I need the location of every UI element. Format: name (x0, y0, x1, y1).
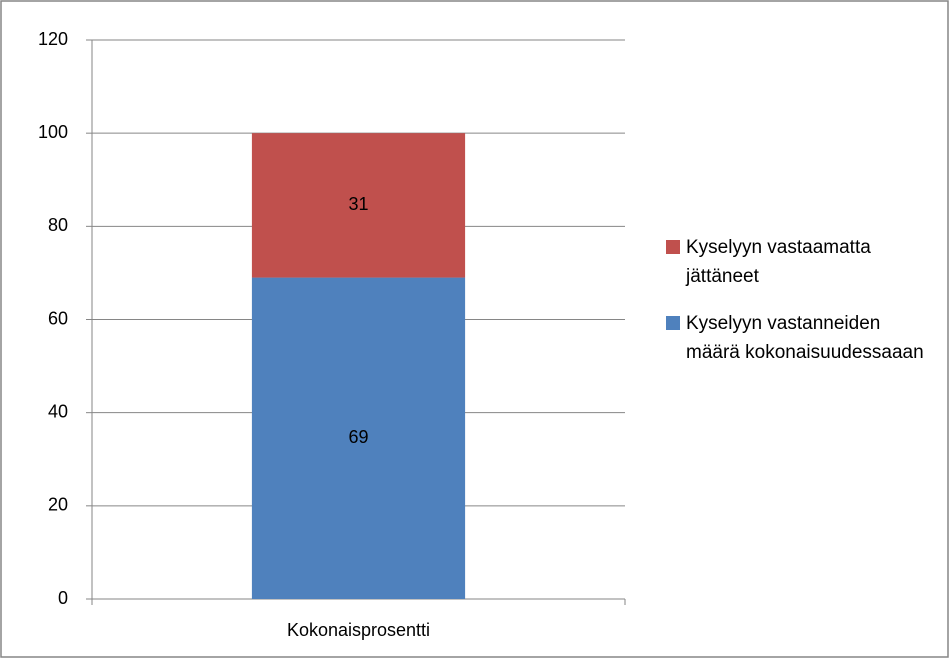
legend-item: Kyselyyn vastanneiden määrä kokonaisuude… (666, 309, 936, 367)
legend-label: Kyselyyn vastaamatta jättäneet (686, 237, 871, 287)
y-tick-label: 0 (58, 588, 68, 608)
bar-segment (251, 133, 466, 278)
legend: Kyselyyn vastaamatta jättäneet Kyselyyn v… (666, 233, 936, 385)
y-tick-label: 60 (48, 308, 68, 328)
y-tick-label: 40 (48, 401, 68, 421)
bar-segment (251, 277, 466, 599)
y-tick-label: 120 (38, 29, 68, 49)
legend-item: Kyselyyn vastaamatta jättäneet (666, 233, 936, 291)
legend-label: Kyselyyn vastanneiden määrä kokonaisuude… (686, 313, 924, 363)
y-tick-label: 20 (48, 495, 68, 515)
x-tick-label: Kokonaisprosentti (287, 620, 430, 640)
y-tick-label: 80 (48, 215, 68, 235)
legend-swatch (666, 240, 680, 254)
data-label: 69 (348, 427, 368, 447)
y-tick-label: 100 (38, 122, 68, 142)
legend-swatch (666, 316, 680, 330)
data-label: 31 (348, 194, 368, 214)
